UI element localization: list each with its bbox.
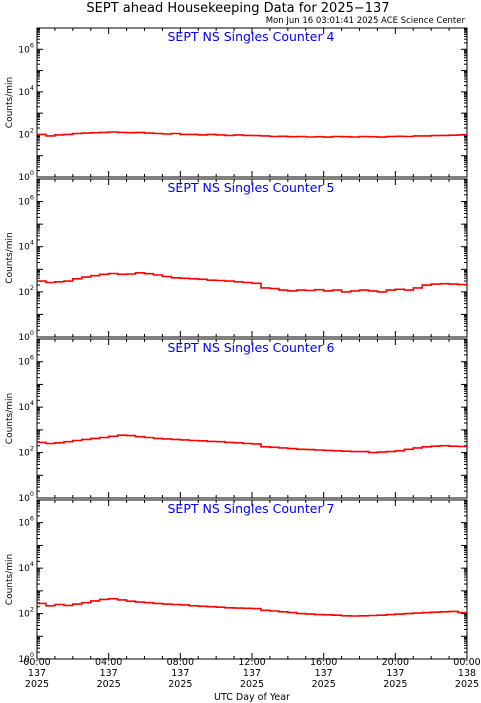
x-tick-doy: 138 bbox=[458, 668, 476, 679]
y-axis-label: Counts/min bbox=[5, 393, 15, 444]
panel-frame bbox=[36, 178, 468, 338]
y-tick-base: 10 bbox=[18, 288, 30, 298]
panel-frame bbox=[36, 499, 468, 660]
y-tick-base: 10 bbox=[18, 403, 30, 413]
y-tick-exponent: 0 bbox=[30, 169, 34, 177]
figure-title: SEPT ahead Housekeeping Data for 2025−13… bbox=[86, 1, 389, 16]
y-tick-label: 102 bbox=[18, 126, 34, 140]
x-tick-year: 2025 bbox=[312, 679, 336, 690]
panel-title: SEPT NS Singles Counter 7 bbox=[167, 501, 334, 516]
x-tick-year: 2025 bbox=[168, 679, 192, 690]
x-axis-title: UTC Day of Year bbox=[214, 692, 290, 703]
y-tick-base: 10 bbox=[18, 519, 30, 529]
y-tick-label: 104 bbox=[18, 560, 34, 574]
y-tick-base: 10 bbox=[18, 610, 30, 620]
y-tick-label: 104 bbox=[18, 239, 34, 253]
y-tick-exponent: 0 bbox=[30, 329, 34, 337]
y-tick-exponent: 2 bbox=[30, 445, 34, 453]
y-tick-exponent: 6 bbox=[30, 515, 34, 523]
panel-title: SEPT NS Singles Counter 5 bbox=[167, 180, 334, 195]
y-tick-label: 102 bbox=[18, 606, 34, 620]
series-line bbox=[37, 434, 467, 454]
y-axis-label: Counts/min bbox=[5, 554, 15, 605]
y-tick-exponent: 6 bbox=[30, 354, 34, 362]
y-tick-exponent: 4 bbox=[30, 399, 34, 407]
y-tick-exponent: 6 bbox=[30, 194, 34, 202]
y-axis-label: Counts/min bbox=[5, 232, 15, 283]
series-line bbox=[37, 131, 467, 138]
x-tick-time: 04:00 bbox=[95, 657, 122, 668]
y-tick-label: 100 bbox=[18, 490, 34, 504]
y-tick-label: 106 bbox=[18, 515, 34, 529]
x-tick-year: 2025 bbox=[240, 679, 264, 690]
y-tick-label: 102 bbox=[18, 445, 34, 459]
x-tick-doy: 137 bbox=[315, 668, 333, 679]
y-tick-base: 10 bbox=[18, 655, 30, 665]
y-tick-label: 106 bbox=[18, 194, 34, 208]
x-tick-time: 00:00 bbox=[23, 657, 50, 668]
y-tick-base: 10 bbox=[18, 198, 30, 208]
y-axis-label: Counts/min bbox=[5, 77, 15, 128]
y-tick-exponent: 4 bbox=[30, 84, 34, 92]
y-tick-exponent: 6 bbox=[30, 41, 34, 49]
panel-frame bbox=[36, 338, 468, 499]
x-tick-labels: 00:00137202504:00137202508:00137202512:0… bbox=[23, 657, 480, 690]
y-tick-base: 10 bbox=[18, 243, 30, 253]
x-tick-time: 20:00 bbox=[382, 657, 409, 668]
y-tick-exponent: 0 bbox=[30, 651, 34, 659]
x-tick-doy: 137 bbox=[386, 668, 404, 679]
y-tick-label: 106 bbox=[18, 41, 34, 55]
x-tick-time: 12:00 bbox=[238, 657, 265, 668]
y-tick-base: 10 bbox=[18, 130, 30, 140]
y-tick-base: 10 bbox=[18, 494, 30, 504]
panel-title: SEPT NS Singles Counter 4 bbox=[167, 29, 334, 44]
y-tick-base: 10 bbox=[18, 45, 30, 55]
y-tick-label: 104 bbox=[18, 84, 34, 98]
y-tick-label: 100 bbox=[18, 651, 34, 665]
y-tick-label: 102 bbox=[18, 284, 34, 298]
series-line bbox=[37, 597, 467, 617]
y-tick-exponent: 4 bbox=[30, 239, 34, 247]
x-tick-year: 2025 bbox=[455, 679, 479, 690]
x-tick-doy: 137 bbox=[28, 668, 46, 679]
y-tick-exponent: 2 bbox=[30, 126, 34, 134]
y-tick-exponent: 4 bbox=[30, 560, 34, 568]
y-tick-base: 10 bbox=[18, 358, 30, 368]
x-tick-year: 2025 bbox=[383, 679, 407, 690]
y-tick-label: 100 bbox=[18, 169, 34, 183]
y-tick-base: 10 bbox=[18, 449, 30, 459]
y-tick-base: 10 bbox=[18, 173, 30, 183]
y-tick-base: 10 bbox=[18, 88, 30, 98]
x-tick-year: 2025 bbox=[25, 679, 49, 690]
x-tick-time: 00:00 bbox=[453, 657, 480, 668]
x-tick-time: 16:00 bbox=[310, 657, 337, 668]
x-tick-time: 08:00 bbox=[167, 657, 194, 668]
panel-frame bbox=[36, 27, 468, 178]
y-tick-label: 100 bbox=[18, 329, 34, 343]
x-tick-doy: 137 bbox=[243, 668, 261, 679]
panel-title: SEPT NS Singles Counter 6 bbox=[167, 340, 334, 355]
y-tick-base: 10 bbox=[18, 564, 30, 574]
y-tick-label: 104 bbox=[18, 399, 34, 413]
x-tick-doy: 137 bbox=[171, 668, 189, 679]
y-tick-exponent: 2 bbox=[30, 606, 34, 614]
figure-subtitle: Mon Jun 16 03:01:41 2025 ACE Science Cen… bbox=[266, 16, 466, 26]
y-tick-exponent: 0 bbox=[30, 490, 34, 498]
x-tick-doy: 137 bbox=[100, 668, 118, 679]
y-tick-label: 106 bbox=[18, 354, 34, 368]
series-line bbox=[37, 272, 467, 293]
y-tick-base: 10 bbox=[18, 333, 30, 343]
y-tick-exponent: 2 bbox=[30, 284, 34, 292]
x-tick-year: 2025 bbox=[97, 679, 121, 690]
